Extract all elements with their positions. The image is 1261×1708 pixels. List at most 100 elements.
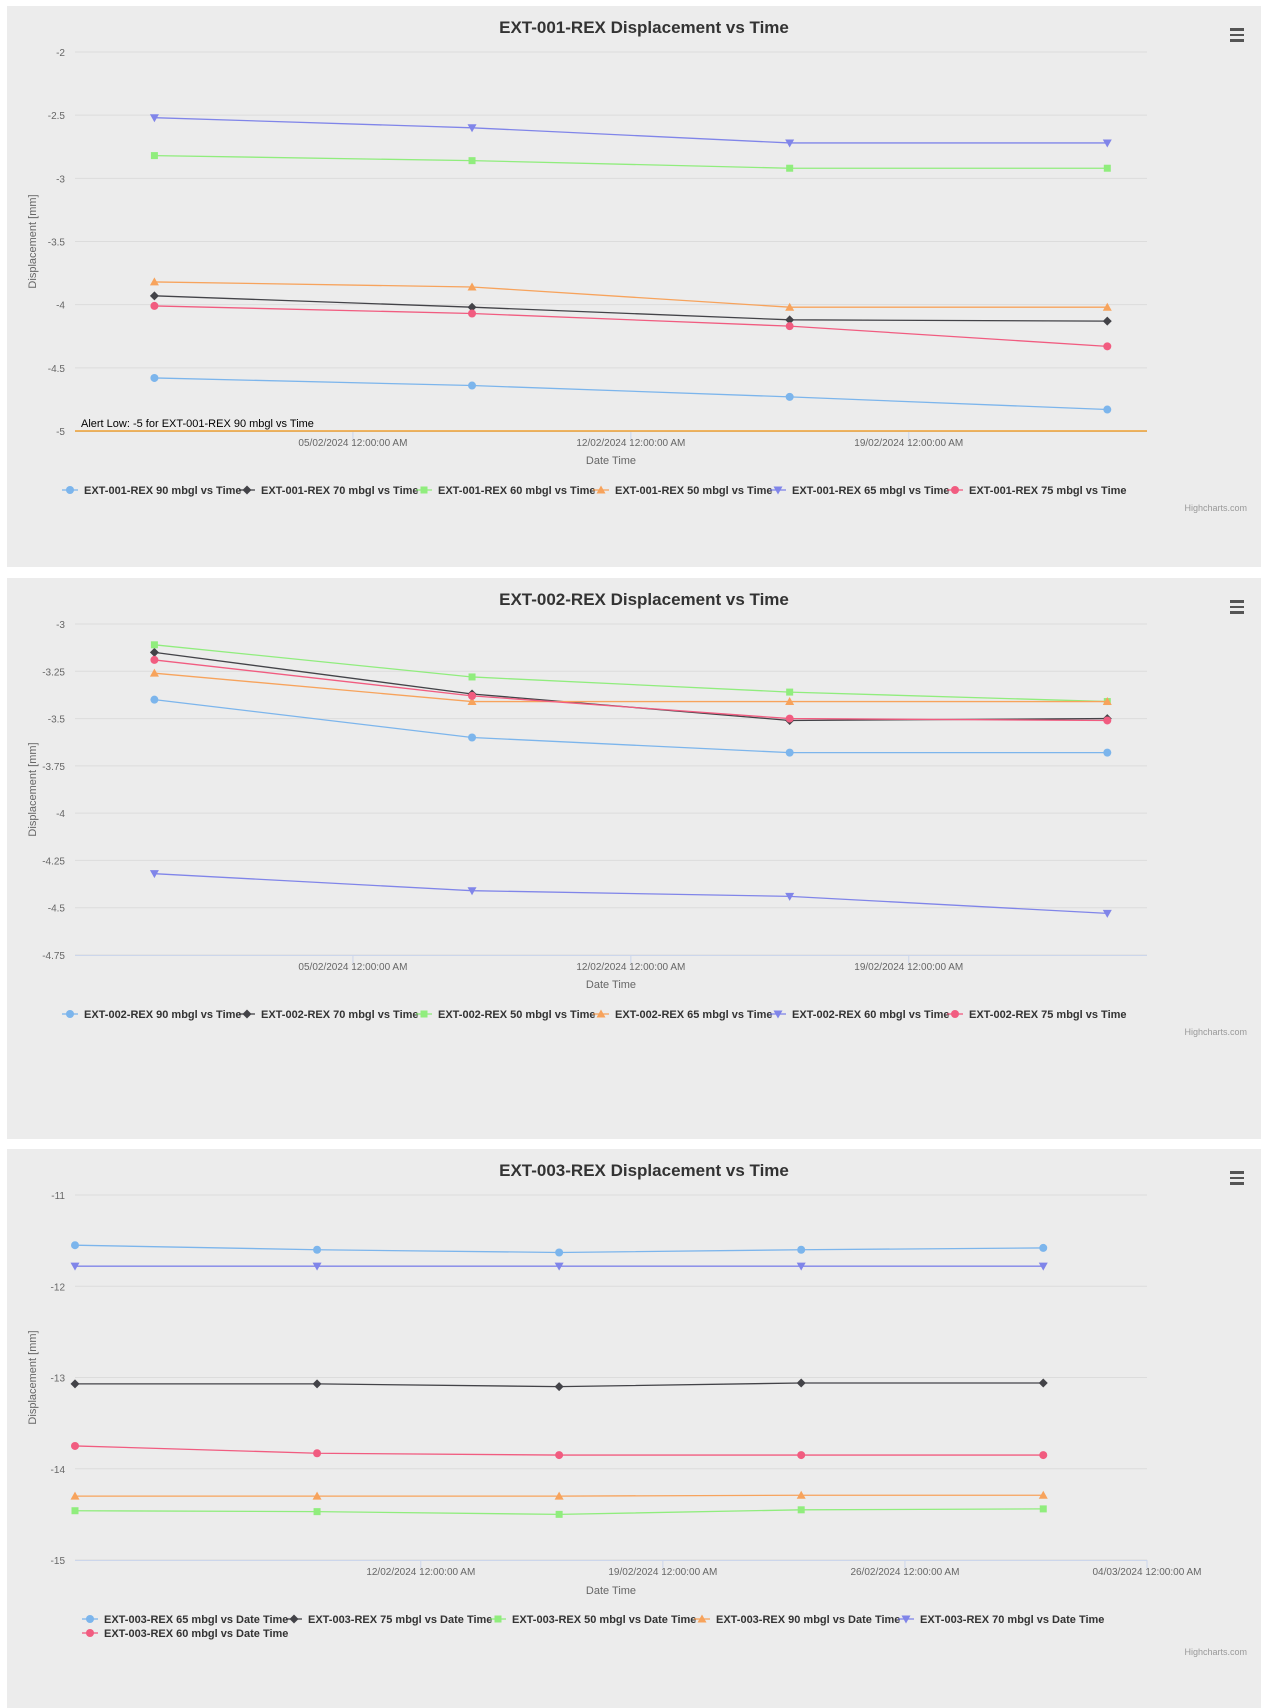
series-line [154,659,1108,722]
data-point [1039,1505,1047,1513]
legend-marker [242,485,252,495]
legend-item[interactable]: EXT-002-REX 70 mbgl vs Time [239,1009,419,1021]
data-point [149,870,159,879]
legend-item[interactable]: EXT-003-REX 70 mbgl vs Date Time [898,1614,1104,1626]
legend-item[interactable]: EXT-003-REX 75 mbgl vs Date Time [286,1614,492,1626]
data-point [312,1262,322,1271]
y-axis-title: Displacement [mm] [27,194,39,288]
data-point [71,1507,79,1515]
data-point [1038,1378,1048,1388]
legend-item[interactable]: EXT-001-REX 50 mbgl vs Time [593,485,773,497]
data-point [149,277,159,286]
data-point [468,309,477,318]
credits-link[interactable]: Highcharts.com [1184,1027,1247,1037]
legend-label: EXT-001-REX 50 mbgl vs Time [615,485,773,497]
legend-label: EXT-003-REX 65 mbgl vs Date Time [104,1614,288,1626]
series-group [70,1378,1048,1392]
data-point [1038,1490,1048,1499]
series-group [149,668,1112,706]
series-line [154,154,1108,169]
data-point [554,1262,564,1271]
y-tick-label: -2.5 [48,111,66,122]
legend-item[interactable]: EXT-001-REX 90 mbgl vs Time [62,485,242,497]
legend-item[interactable]: EXT-001-REX 75 mbgl vs Time [947,485,1127,497]
legend-label: EXT-001-REX 90 mbgl vs Time [84,485,242,497]
legend-item[interactable]: EXT-003-REX 65 mbgl vs Date Time [82,1614,288,1626]
hamburger-icon [1230,600,1244,603]
x-tick-label: 05/02/2024 12:00:00 AM [298,438,407,449]
legend-item[interactable]: EXT-002-REX 90 mbgl vs Time [62,1009,242,1021]
legend-marker [901,1615,911,1624]
legend-item[interactable]: EXT-003-REX 60 mbgl vs Date Time [82,1628,288,1640]
data-point [785,748,794,757]
legend-marker [66,486,74,494]
legend-item[interactable]: EXT-002-REX 75 mbgl vs Time [947,1009,1127,1021]
legend-item[interactable]: EXT-002-REX 50 mbgl vs Time [416,1009,596,1021]
data-point [554,1382,564,1392]
chart-panel-ext-001: EXT-001-REX Displacement vs Time -2 -2.5 -3… [7,6,1261,567]
legend-marker [289,1614,299,1624]
data-point [313,1245,322,1254]
legend-marker [66,1010,74,1018]
series-group [70,1490,1048,1500]
legend-item[interactable]: EXT-001-REX 60 mbgl vs Time [416,485,596,497]
series-group [149,870,1112,918]
legend-label: EXT-003-REX 75 mbgl vs Date Time [308,1614,492,1626]
data-point [1102,697,1112,706]
data-point [785,315,795,325]
data-point [785,392,794,401]
chart-context-menu-button[interactable] [1225,24,1249,46]
data-point [150,152,158,160]
series-group [70,1262,1048,1271]
legend-item[interactable]: EXT-003-REX 90 mbgl vs Date Time [694,1614,900,1626]
y-axis-title: Displacement [mm] [27,742,39,836]
x-tick-label: 19/02/2024 12:00:00 AM [854,438,963,449]
data-point [71,1241,79,1250]
chart-context-menu-button[interactable] [1225,596,1249,618]
data-point [785,714,794,723]
series-group [149,277,1112,311]
legend-label: EXT-003-REX 50 mbgl vs Date Time [512,1614,696,1626]
legend-marker [86,1615,94,1623]
data-point [70,1379,80,1389]
data-point [149,114,159,123]
data-point [797,1451,806,1460]
data-point [149,647,159,657]
legend-item[interactable]: EXT-001-REX 70 mbgl vs Time [239,485,419,497]
credits-link[interactable]: Highcharts.com [1184,1647,1247,1657]
data-point [785,322,794,331]
legend-marker [86,1629,94,1637]
series-line [154,295,1108,322]
data-point [555,1451,564,1460]
y-tick-label: -3.5 [48,715,66,726]
legend-label: EXT-002-REX 75 mbgl vs Time [969,1009,1127,1021]
data-point [785,697,795,706]
y-tick-label: -3.5 [48,238,66,249]
x-tick-label: 12/02/2024 12:00:00 AM [366,1567,475,1578]
legend-item[interactable]: EXT-002-REX 65 mbgl vs Time [593,1009,773,1021]
legend-marker [697,1614,707,1623]
legend-marker [596,485,606,494]
y-axis-title: Displacement [mm] [27,1330,39,1424]
chart-context-menu-button[interactable] [1225,1167,1249,1189]
series-group [150,373,1112,414]
chart-panel-ext-002: EXT-002-REX Displacement vs Time -3 -3.25 -… [7,578,1261,1139]
data-point [150,641,158,649]
legend-item[interactable]: EXT-003-REX 50 mbgl vs Date Time [490,1614,696,1626]
credits-link[interactable]: Highcharts.com [1184,503,1247,513]
x-tick-label: 05/02/2024 12:00:00 AM [298,962,407,973]
y-tick-label: -3 [56,174,65,185]
legend-item[interactable]: EXT-002-REX 60 mbgl vs Time [770,1009,950,1021]
data-point [1103,342,1112,351]
legend-marker [951,486,959,494]
data-point [468,381,477,390]
data-point [71,1441,79,1450]
data-point [1038,1262,1048,1271]
legend-label: EXT-001-REX 70 mbgl vs Time [261,485,419,497]
legend-label: EXT-003-REX 70 mbgl vs Date Time [920,1614,1104,1626]
data-point [468,673,476,681]
data-point [555,1510,563,1518]
legend-item[interactable]: EXT-001-REX 65 mbgl vs Time [770,485,950,497]
series-group [150,695,1112,757]
data-point [796,1490,806,1499]
